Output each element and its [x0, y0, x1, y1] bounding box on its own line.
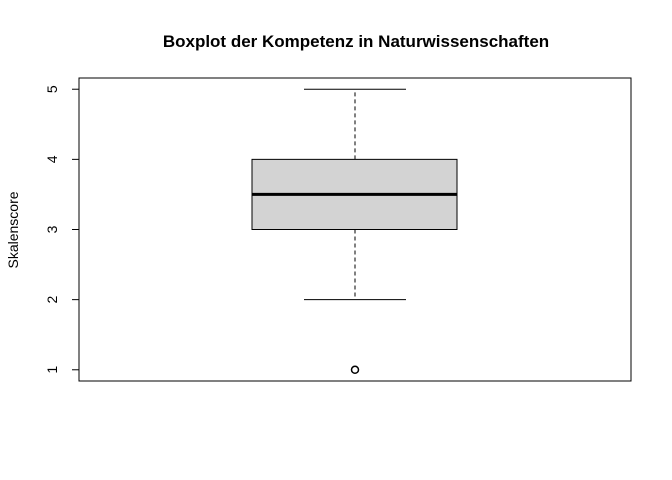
chart-title: Boxplot der Kompetenz in Naturwissenscha… [163, 32, 549, 51]
y-axis-label: Skalenscore [5, 191, 21, 268]
y-tick-label: 1 [44, 366, 60, 374]
y-tick-label: 5 [44, 85, 60, 93]
y-tick-label: 3 [44, 225, 60, 233]
y-axis: 1 2 3 4 5 [44, 85, 80, 374]
y-tick-label: 4 [44, 155, 60, 163]
y-tick-label: 2 [44, 296, 60, 304]
outlier-point [350, 365, 360, 375]
box-marks [251, 88, 458, 375]
